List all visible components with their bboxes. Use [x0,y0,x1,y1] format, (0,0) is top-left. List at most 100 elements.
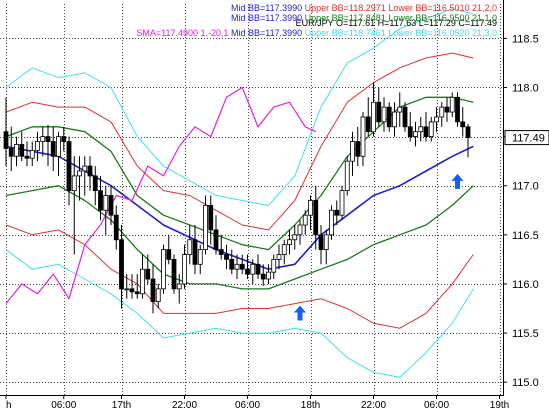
candle-body-0 [3,131,9,149]
candle-body-18 [98,190,103,211]
candle-body-30 [161,249,166,290]
candle-body-32 [171,258,177,290]
current-price-label: 117.49 [512,133,545,145]
candle-body-78 [413,131,418,138]
legend-row-2: SMA=117.4900 1,-20,1 Mid BB=117.3990 Upp… [136,28,497,38]
candle-body-21 [113,214,119,241]
candle-27 [145,254,151,284]
candle-body-59 [313,200,319,236]
candle-12 [66,136,72,206]
candle-58 [308,195,313,230]
candle-44 [234,254,240,280]
candle-body-57 [302,214,308,226]
candle-body-66 [350,141,355,162]
candle-7 [40,126,46,157]
candle-body-2 [14,144,19,157]
candle-20 [108,185,114,226]
candle-30 [161,244,166,294]
candle-body-37 [197,249,203,265]
candle-78 [413,121,418,147]
candle-body-65 [344,160,350,192]
candle-body-14 [77,170,82,177]
candle-3 [19,131,25,162]
legend-row-2-part-5: 21,3,0 [469,28,497,38]
x-tick-label-4: 06:00 [235,400,260,411]
candle-57 [302,210,308,235]
candle-10 [56,131,61,176]
y-tick-label-4: 117.0 [512,181,539,193]
candle-body-85 [449,96,455,113]
candle-body-8 [45,136,51,142]
candle-87 [460,107,466,137]
signal-arrows [294,173,464,321]
candle-46 [245,254,250,280]
candle-body-31 [166,249,172,260]
line-bb3-lower [5,249,474,378]
x-tick-label-1: 06:00 [51,400,76,411]
candle-body-40 [213,229,219,250]
candle-59 [313,185,319,250]
y-tick-label-1: 115.5 [512,328,539,340]
candle-body-6 [35,141,40,151]
candle-body-75 [397,106,403,113]
candle-body-72 [381,106,387,123]
candle-body-9 [50,141,56,157]
candle-74 [392,102,397,137]
candle-body-83 [439,106,445,118]
y-tick-label-0: 115.0 [512,377,539,389]
candle-body-63 [334,209,340,216]
candle-28 [150,264,156,314]
candle-body-46 [245,268,250,275]
legend-row-0-part-3: 21,2,0 [469,3,497,13]
candle-88 [465,123,471,158]
candle-body-68 [360,116,366,157]
legend-row-0-part-1: Upper BB=118.2971 [302,3,386,13]
candle-body-36 [192,239,198,265]
candle-body-41 [218,249,224,255]
candle-body-69 [365,116,371,133]
x-tick-label-3: 22:00 [172,400,197,411]
candle-body-43 [229,258,235,270]
candle-body-7 [40,136,46,142]
candle-14 [77,156,82,201]
candle-body-56 [297,224,303,236]
candle-5 [29,141,35,167]
candle-body-49 [260,273,266,280]
legend-row-2-part-3: Upper BB=118.7461 [302,28,386,38]
x-tick-label-0: h [6,400,12,411]
candle-body-26 [140,268,145,295]
candle-63 [334,200,340,226]
candle-83 [439,102,445,127]
candle-body-62 [329,209,334,236]
candle-4 [24,141,30,167]
candle-61 [323,229,329,265]
candle-body-45 [239,263,245,270]
candle-50 [266,264,271,284]
legend-row-0: Mid BB=117.3990 Upper BB=118.2971 Lower … [231,3,497,13]
y-tick-label-7: 118.5 [512,33,539,45]
candle-body-24 [129,288,135,293]
candle-69 [365,97,371,137]
candle-body-52 [276,254,282,260]
candle-56 [297,220,303,245]
candle-45 [239,254,245,275]
up-arrow-0 [294,305,306,321]
candles [3,82,471,314]
candle-body-76 [402,106,408,128]
legend-row-2-part-4: Lower BB=116.0520 [386,28,470,38]
candle-body-71 [376,101,382,123]
candle-body-39 [208,204,214,231]
candle-72 [381,97,387,132]
legend-row-0-part-2: Lower BB=116.5010 [386,3,470,13]
legend: EUR/JPY O=117.61 H=117.63 L=117.29 C=117… [136,3,497,38]
candle-17 [92,166,98,206]
candle-26 [140,254,145,299]
candle-body-67 [355,141,361,157]
candle-body-44 [234,263,240,270]
candle-body-58 [308,200,313,216]
candle-body-23 [124,288,130,291]
legend-row-1-part-1: Upper BB=117.8481 [302,13,386,23]
candle-33 [176,274,182,304]
line-sma [5,86,317,304]
